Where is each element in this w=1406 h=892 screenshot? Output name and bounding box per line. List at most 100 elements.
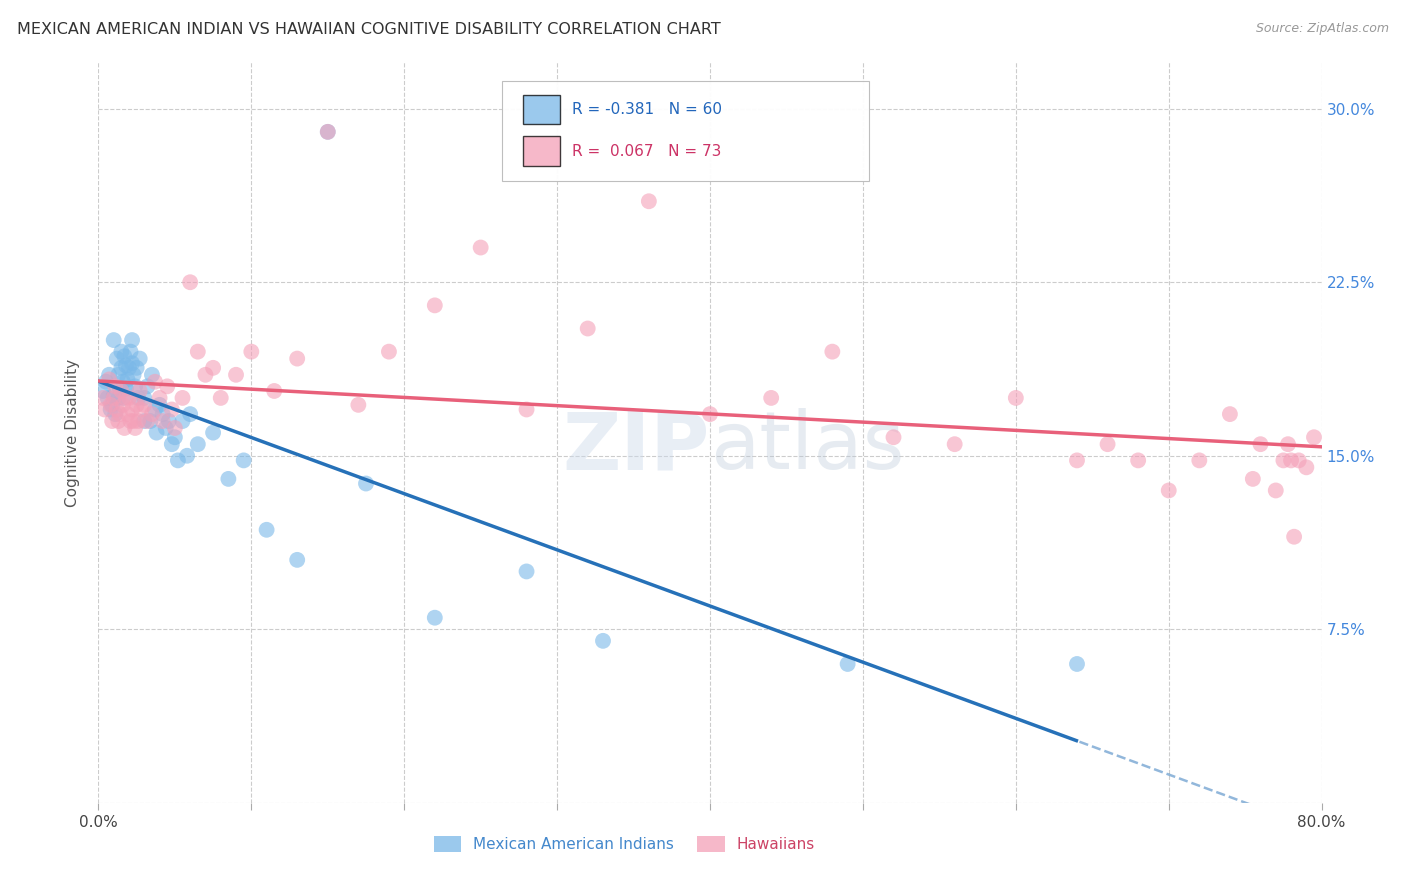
FancyBboxPatch shape [523, 136, 560, 166]
Point [152, 414, 174, 428]
Point [516, 565, 538, 579]
Point [1279, 453, 1302, 467]
Point [160, 437, 183, 451]
Point [194, 368, 217, 382]
Point [187, 437, 209, 451]
Point [93, 402, 115, 417]
Point [100, 398, 122, 412]
Point [1219, 407, 1241, 421]
Point [240, 344, 263, 359]
Point [101, 414, 124, 428]
Point [592, 633, 614, 648]
Point [120, 344, 142, 359]
Point [516, 402, 538, 417]
Point [576, 321, 599, 335]
Point [91, 391, 114, 405]
Point [143, 402, 166, 417]
Point [128, 384, 150, 398]
Point [378, 344, 401, 359]
Point [172, 414, 194, 428]
Point [149, 398, 172, 412]
Point [111, 398, 134, 412]
Point [1066, 453, 1088, 467]
Point [125, 398, 148, 412]
Point [118, 391, 141, 405]
Point [139, 414, 162, 428]
Point [347, 398, 370, 412]
Point [1295, 460, 1317, 475]
Text: R = -0.381   N = 60: R = -0.381 N = 60 [572, 103, 721, 117]
Point [107, 391, 129, 405]
Point [98, 372, 121, 386]
Point [134, 414, 156, 428]
Point [285, 553, 308, 567]
Point [108, 382, 131, 396]
Point [837, 657, 859, 671]
Legend: Mexican American Indians, Hawaiians: Mexican American Indians, Hawaiians [427, 830, 821, 858]
Point [232, 453, 254, 467]
Point [103, 391, 125, 405]
Point [156, 379, 179, 393]
Point [100, 402, 122, 417]
Point [187, 344, 209, 359]
Point [1157, 483, 1180, 498]
Point [1097, 437, 1119, 451]
Point [167, 453, 190, 467]
Point [105, 351, 128, 366]
Point [128, 351, 150, 366]
Point [176, 449, 198, 463]
Point [129, 402, 152, 417]
Point [179, 275, 201, 289]
Point [759, 391, 782, 405]
Text: MEXICAN AMERICAN INDIAN VS HAWAIIAN COGNITIVE DISABILITY CORRELATION CHART: MEXICAN AMERICAN INDIAN VS HAWAIIAN COGN… [17, 22, 721, 37]
Point [179, 407, 201, 421]
Point [108, 407, 131, 421]
Point [136, 414, 159, 428]
Point [145, 425, 167, 440]
Point [225, 368, 247, 382]
Point [699, 407, 721, 421]
Point [217, 472, 239, 486]
Point [1004, 391, 1026, 405]
Point [943, 437, 966, 451]
Point [101, 398, 124, 412]
Point [1288, 453, 1310, 467]
Point [202, 360, 225, 375]
Point [821, 344, 844, 359]
Point [470, 240, 492, 255]
Point [155, 421, 177, 435]
FancyBboxPatch shape [523, 95, 560, 125]
Point [115, 391, 138, 405]
Point [117, 372, 139, 386]
Point [163, 421, 186, 435]
Point [354, 476, 377, 491]
Point [1188, 453, 1211, 467]
Point [110, 384, 132, 398]
Point [97, 391, 120, 405]
Point [1282, 530, 1305, 544]
Point [122, 368, 145, 382]
Point [107, 368, 129, 382]
Point [104, 379, 127, 393]
Text: Source: ZipAtlas.com: Source: ZipAtlas.com [1256, 22, 1389, 36]
Point [98, 368, 121, 382]
Point [157, 414, 180, 428]
FancyBboxPatch shape [502, 81, 869, 181]
Point [94, 375, 117, 389]
Point [143, 375, 166, 389]
Point [202, 425, 225, 440]
Text: R =  0.067   N = 73: R = 0.067 N = 73 [572, 144, 721, 159]
Point [122, 414, 145, 428]
Point [111, 391, 134, 405]
Point [152, 407, 174, 421]
Point [423, 610, 446, 624]
Point [160, 402, 183, 417]
Point [121, 356, 143, 370]
Point [105, 402, 128, 417]
Point [115, 359, 138, 373]
Point [1241, 472, 1264, 486]
Point [124, 421, 146, 435]
Point [1128, 453, 1150, 467]
Point [1272, 453, 1295, 467]
Point [1066, 657, 1088, 671]
